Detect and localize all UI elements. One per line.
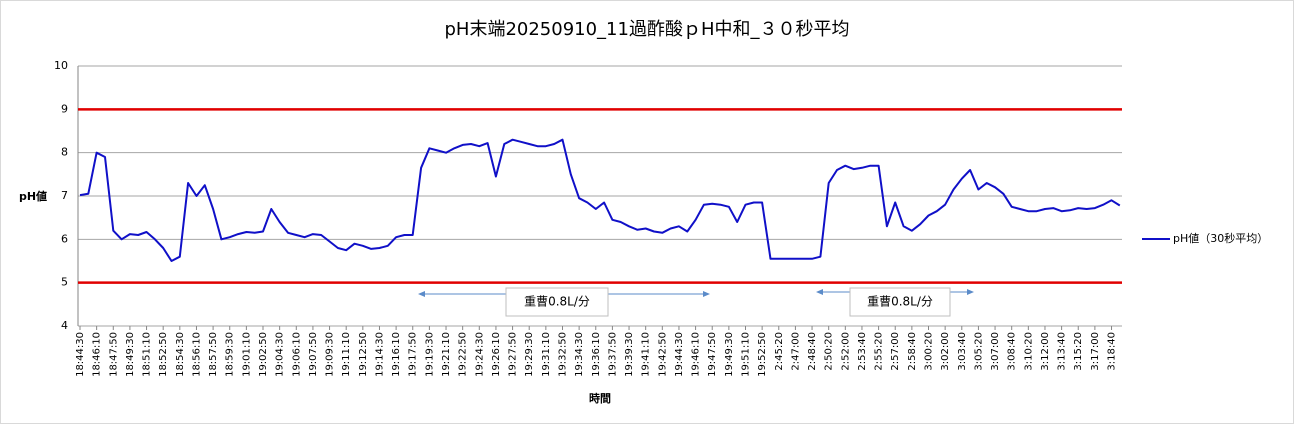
x-tick-label: 19:51:10	[740, 332, 751, 377]
legend-label: pH値（30秒平均）	[1173, 231, 1268, 245]
y-tick-label: 5	[61, 276, 68, 289]
x-tick-label: 3:10:20	[1023, 332, 1034, 371]
x-tick-label: 19:39:30	[624, 332, 635, 377]
x-tick-label: 19:41:10	[641, 332, 652, 377]
x-tick-label: 19:42:50	[657, 332, 668, 377]
x-tick-label: 19:47:50	[707, 332, 718, 377]
x-tick-label: 2:50:20	[824, 332, 835, 371]
annotation: 重曹0.8L/分	[418, 287, 710, 317]
x-tick-label: 3:03:40	[957, 332, 968, 371]
x-tick-label: 18:47:50	[108, 332, 119, 377]
annotation-box	[505, 287, 609, 317]
x-tick-label: 19:09:30	[325, 332, 336, 377]
x-tick-label: 3:13:40	[1057, 332, 1068, 371]
x-tick-label: 2:53:40	[857, 332, 868, 371]
x-tick-label: 18:59:30	[225, 332, 236, 377]
x-tick-label: 19:04:30	[275, 332, 286, 377]
x-tick-label: 19:26:10	[491, 332, 502, 377]
y-tick-label: 7	[61, 189, 68, 202]
x-tick-label: 19:11:10	[341, 332, 352, 377]
x-tick-label: 19:22:50	[458, 332, 469, 377]
x-tick-label: 3:00:20	[924, 332, 935, 371]
x-tick-label: 3:18:40	[1107, 332, 1118, 371]
x-tick-label: 19:07:50	[308, 332, 319, 377]
y-tick-label: 4	[61, 319, 68, 332]
annotation-text: 重曹0.8L/分	[524, 295, 590, 309]
x-tick-label: 3:12:00	[1040, 332, 1051, 371]
x-tick-label: 18:46:10	[92, 332, 103, 377]
x-tick-label: 19:21:10	[441, 332, 452, 377]
x-axis-title: 時間	[589, 391, 611, 405]
x-tick-label: 19:46:10	[691, 332, 702, 377]
x-tick-label: 19:32:50	[557, 332, 568, 377]
x-tick-label: 19:24:30	[474, 332, 485, 377]
annotation-box	[849, 287, 951, 317]
y-tick-label: 6	[61, 232, 68, 245]
annotation-text: 重曹0.8L/分	[867, 295, 933, 309]
x-tick-label: 19:01:10	[241, 332, 252, 377]
x-tick-label: 18:52:50	[158, 332, 169, 377]
chart-title: pH末端20250910_11過酢酸ｐH中和_３０秒平均	[444, 19, 849, 40]
x-tick-label: 19:17:50	[408, 332, 419, 377]
x-tick-label: 19:37:50	[607, 332, 618, 377]
data-line	[79, 138, 1121, 262]
x-tick-label: 3:08:40	[1007, 332, 1018, 371]
x-tick-label: 18:44:30	[75, 332, 86, 377]
x-tick-label: 2:57:00	[890, 332, 901, 371]
x-tick-label: 19:31:10	[541, 332, 552, 377]
y-tick-label: 10	[54, 59, 68, 72]
x-tick-label: 19:49:30	[724, 332, 735, 377]
x-tick-label: 3:02:00	[940, 332, 951, 371]
x-tick-label: 19:36:10	[591, 332, 602, 377]
x-tick-label: 18:56:10	[191, 332, 202, 377]
x-tick-label: 19:02:50	[258, 332, 269, 377]
y-tick-label: 9	[61, 102, 68, 115]
x-tick-label: 18:49:30	[125, 332, 136, 377]
x-tick-label: 19:12:50	[358, 332, 369, 377]
x-tick-label: 19:52:50	[757, 332, 768, 377]
x-tick-label: 19:16:10	[391, 332, 402, 377]
x-tick-label: 19:34:30	[574, 332, 585, 377]
x-tick-label: 3:15:20	[1073, 332, 1084, 371]
x-tick-label: 2:48:40	[807, 332, 818, 371]
x-tick-label: 19:14:30	[374, 332, 385, 377]
x-tick-label: 19:06:10	[291, 332, 302, 377]
x-tick-label: 3:07:00	[990, 332, 1001, 371]
x-tick-label: 18:51:10	[142, 332, 153, 377]
y-tick-label: 8	[61, 146, 68, 159]
x-tick-label: 19:27:50	[508, 332, 519, 377]
y-axis-title: pH値	[19, 189, 47, 203]
x-tick-label: 19:19:30	[424, 332, 435, 377]
x-tick-label: 2:47:00	[790, 332, 801, 371]
x-tick-label: 19:44:30	[674, 332, 685, 377]
annotation: 重曹0.8L/分	[816, 287, 974, 317]
x-tick-label: 2:55:20	[874, 332, 885, 371]
x-tick-label: 2:52:00	[840, 332, 851, 371]
x-tick-label: 2:58:40	[907, 332, 918, 371]
x-tick-label: 3:17:00	[1090, 332, 1101, 371]
x-tick-label: 2:45:20	[774, 332, 785, 371]
x-tick-label: 19:29:30	[524, 332, 535, 377]
x-tick-label: 3:05:20	[973, 332, 984, 371]
x-tick-label: 18:57:50	[208, 332, 219, 377]
x-tick-label: 18:54:30	[175, 332, 186, 377]
